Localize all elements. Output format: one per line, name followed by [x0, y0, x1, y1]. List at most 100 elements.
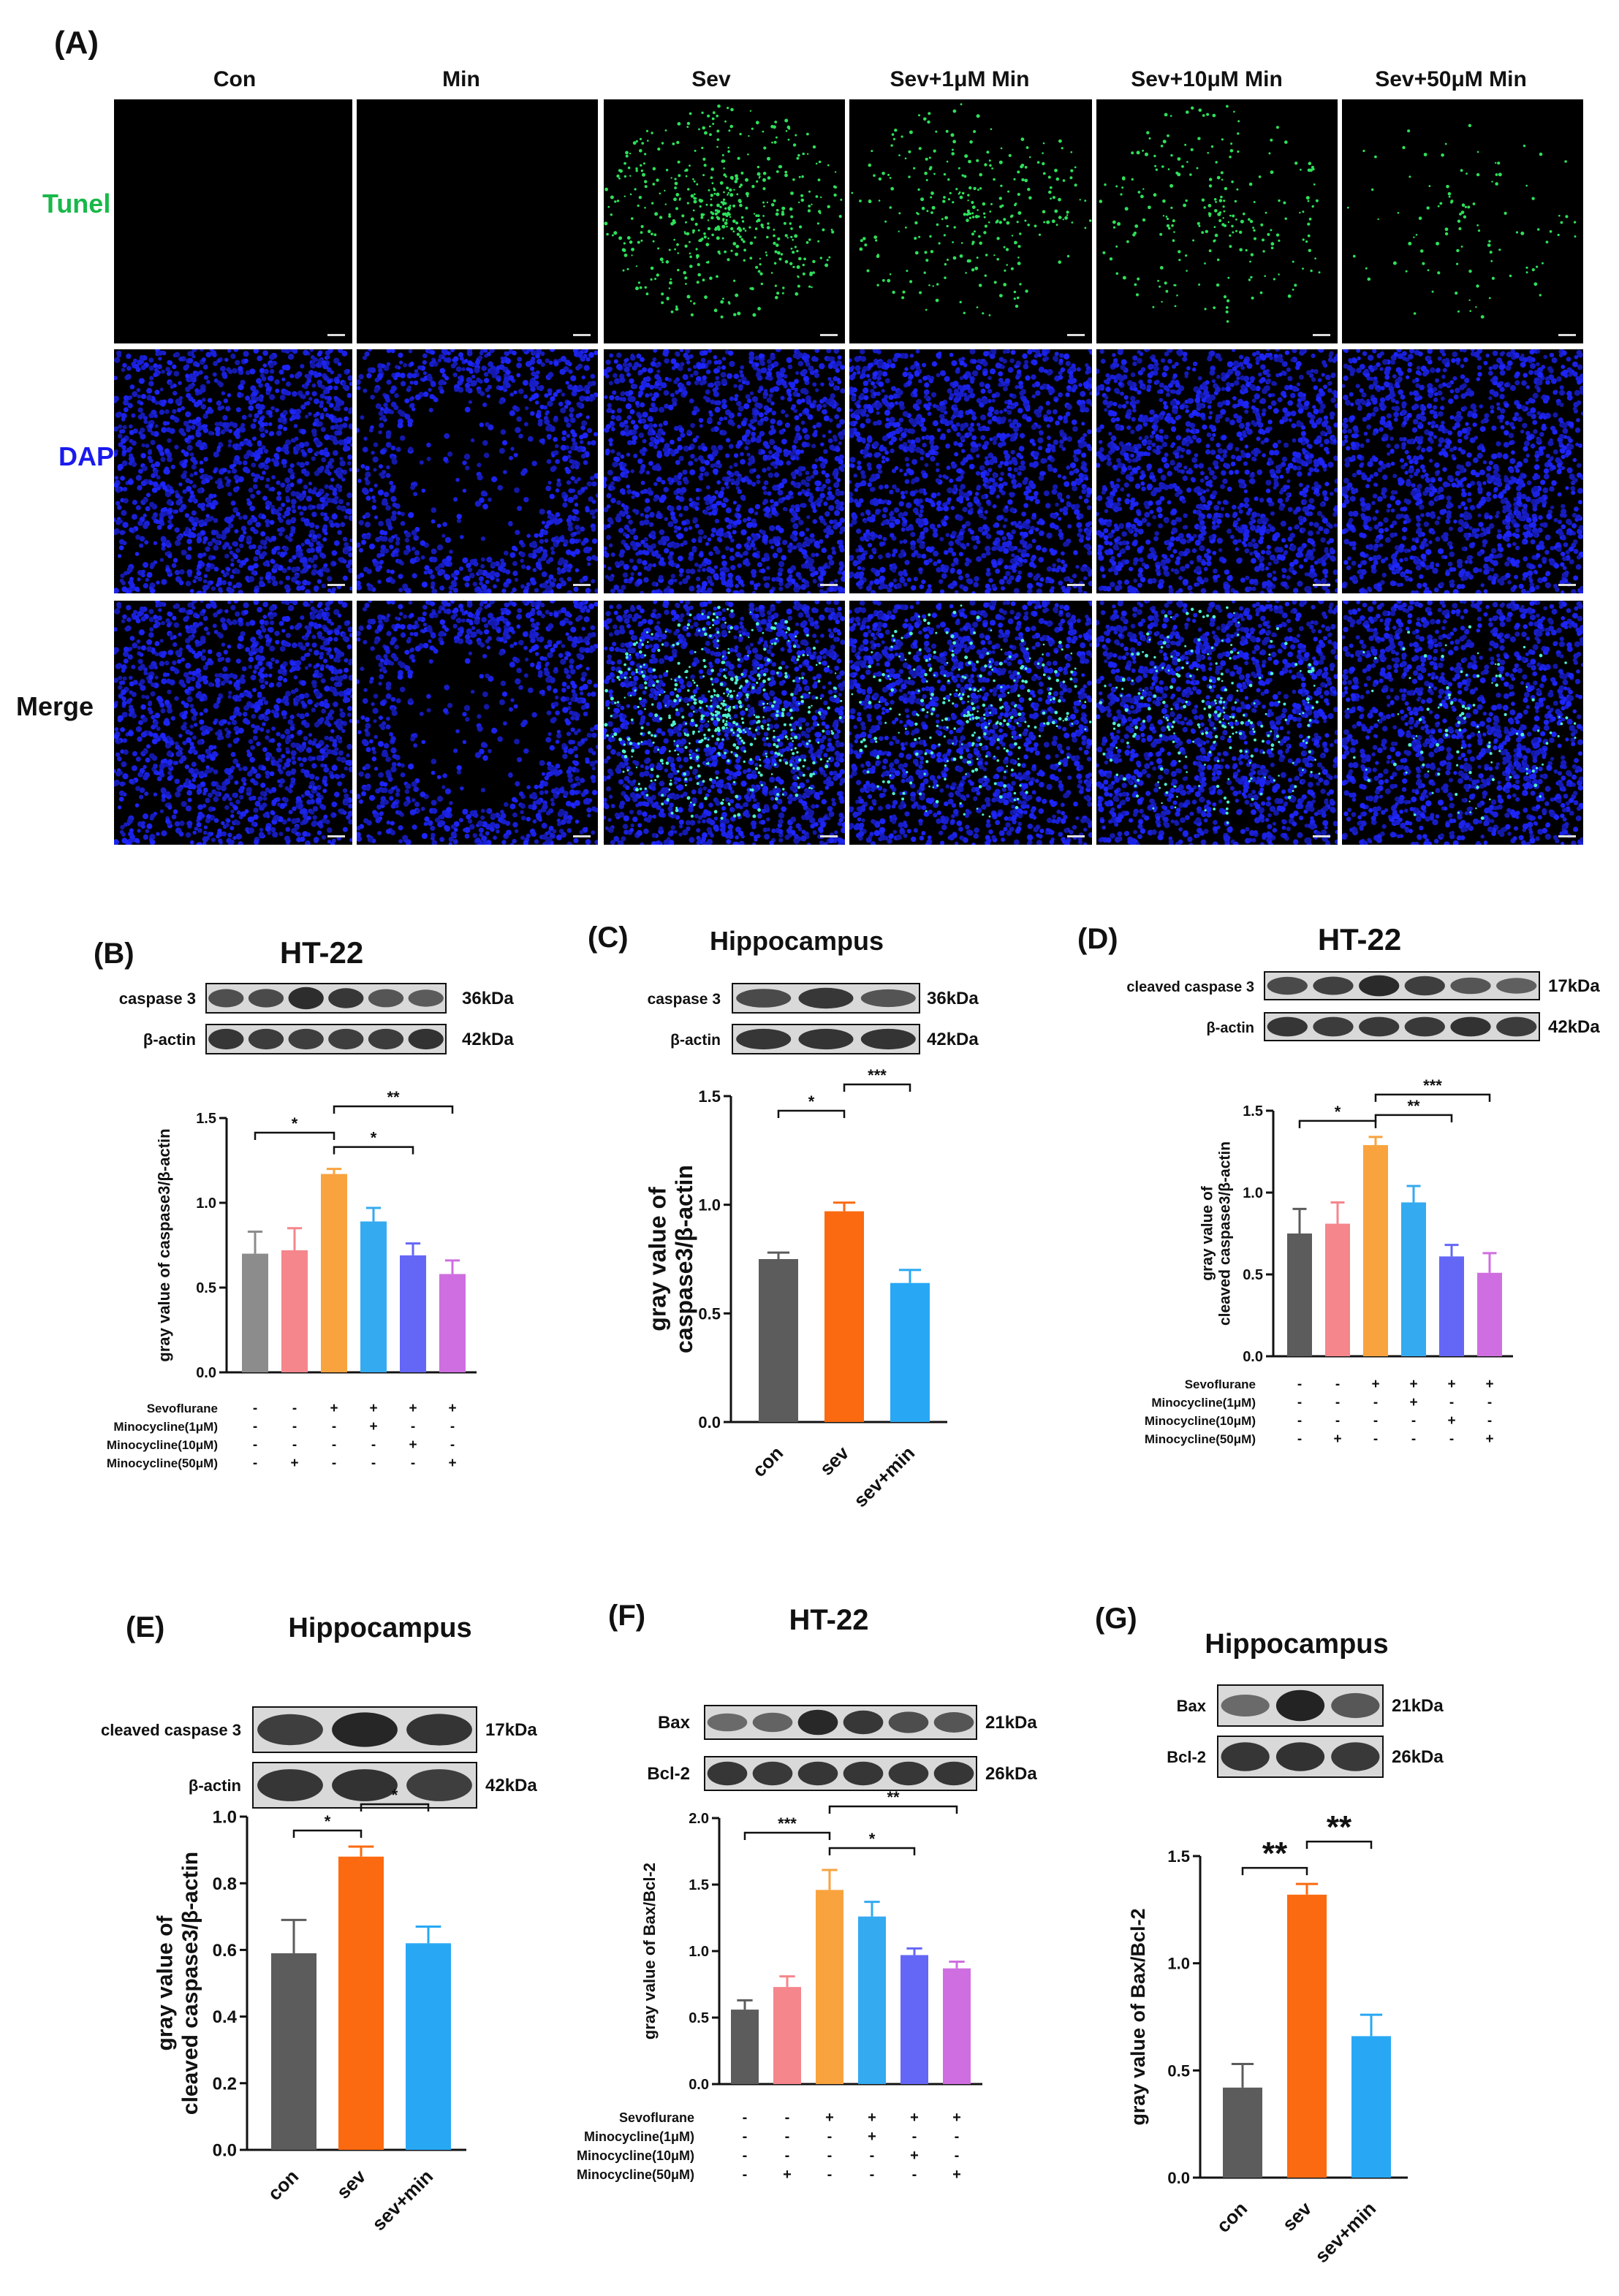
- chart-panel-f: (F) HT-22 Bax 21kDa Bcl-2 26kDa 0.0 0.5 1.0 1.5 2.…: [577, 1600, 1037, 2183]
- treatment-mark: -: [1373, 1395, 1378, 1410]
- treatment-mark: -: [450, 1437, 455, 1453]
- blot-kda: 36kDa: [462, 989, 514, 1008]
- significance-label: ***: [868, 1066, 887, 1084]
- column-label-sev-1um-min: Sev+1μM Min: [890, 67, 1030, 91]
- y-tick-label: 0.5: [698, 1304, 721, 1323]
- treatment-label: Minocycline(50μM): [1145, 1432, 1256, 1446]
- significance-bracket: [333, 1146, 414, 1155]
- blot-band: [1221, 1742, 1270, 1771]
- panel-c-letter: (C): [588, 921, 629, 954]
- blot-band: [1404, 1016, 1445, 1037]
- micrograph-merge-sev-50um-min: [1342, 601, 1583, 845]
- blot-band: [1496, 978, 1537, 994]
- blot-label: caspase 3: [648, 991, 721, 1008]
- treatment-mark: -: [827, 2129, 833, 2145]
- y-tick-label: 0.6: [213, 1941, 237, 1961]
- micrograph-tunel-sev-10um-min: [1096, 99, 1338, 343]
- y-tick-label: 0.8: [213, 1874, 237, 1894]
- blot-band: [1404, 976, 1445, 996]
- y-tick-label: 1.0: [698, 1196, 721, 1214]
- micrograph-tunel-sev: [604, 99, 845, 343]
- micrograph-dapi-sev-1um-min: [849, 349, 1092, 593]
- micrograph-tunel-sev-50um-min: [1342, 99, 1583, 343]
- blot-band: [1359, 975, 1400, 997]
- micrograph-dapi-sev-10um-min: [1096, 349, 1338, 593]
- blot-label: Bcl-2: [1167, 1748, 1206, 1766]
- bar: [1287, 1894, 1327, 2178]
- treatment-mark: -: [743, 2148, 748, 2164]
- treatment-mark: -: [912, 2167, 917, 2183]
- treatment-mark: +: [448, 1401, 456, 1416]
- blot-band: [797, 1761, 838, 1786]
- blot-kda: 17kDa: [1548, 976, 1600, 996]
- panel-d-title: HT-22: [1318, 922, 1401, 957]
- treatment-mark: +: [952, 2110, 961, 2126]
- significance-label: ***: [778, 1814, 797, 1833]
- blot-band: [1267, 976, 1308, 995]
- treatment-mark: -: [1297, 1413, 1302, 1429]
- significance-label: ***: [1423, 1076, 1442, 1095]
- micrograph-dapi-min: [357, 349, 598, 593]
- significance-bracket: [1298, 1120, 1377, 1128]
- y-tick-label: 0.0: [689, 2077, 709, 2093]
- chart-panel-b: (B) HT-22 caspase 3 36kDa β-actin 42kDa 0.0 0.5…: [94, 935, 514, 1471]
- treatment-label: Minocycline(10μM): [577, 2148, 694, 2163]
- blot-label: cleaved caspase 3: [101, 1721, 241, 1739]
- treatment-mark: -: [743, 2129, 748, 2145]
- treatment-mark: -: [827, 2167, 833, 2183]
- significance-bracket: [333, 1105, 454, 1114]
- treatment-mark: +: [952, 2167, 961, 2183]
- significance-label: *: [808, 1092, 815, 1111]
- treatment-label: Sevoflurane: [1185, 1377, 1256, 1391]
- bar: [338, 1856, 384, 2150]
- column-label-min: Min: [442, 67, 480, 91]
- blot-band: [1331, 1692, 1380, 1719]
- y-axis-label: gray value ofcaspase3/β-actin: [644, 1165, 697, 1353]
- scale-bar: [1067, 835, 1085, 837]
- significance-bracket: [777, 1109, 846, 1118]
- micrograph-merge-sev-1um-min: [849, 601, 1092, 845]
- bar: [1351, 2036, 1391, 2178]
- treatment-label: Minocycline(1μM): [1151, 1396, 1256, 1410]
- treatment-mark: +: [1333, 1432, 1341, 1447]
- blot-band: [328, 988, 364, 1008]
- western-blot-strip: [704, 1756, 977, 1791]
- panel-g-letter: (G): [1095, 1603, 1137, 1635]
- panel-b-letter: (B): [94, 938, 134, 970]
- blot-band: [248, 989, 284, 1008]
- micrograph-merge-sev: [604, 601, 845, 845]
- blot-band: [208, 1028, 244, 1050]
- significance-label: *: [325, 1812, 331, 1831]
- blot-band: [1313, 976, 1354, 995]
- blot-band: [860, 1028, 916, 1050]
- treatment-mark: +: [783, 2167, 792, 2183]
- significance-label: *: [1335, 1103, 1341, 1121]
- micrograph-dapi-con: [114, 349, 352, 593]
- y-tick-label: 1.0: [689, 1944, 709, 1960]
- treatment-mark: +: [369, 1419, 377, 1434]
- western-blot-strip: [205, 983, 447, 1014]
- treatment-mark: -: [912, 2129, 917, 2145]
- treatment-mark: -: [827, 2148, 833, 2164]
- treatment-mark: -: [292, 1419, 297, 1434]
- column-label-con: Con: [213, 67, 257, 91]
- y-tick-label: 0.4: [213, 2007, 238, 2027]
- panel-c-title: Hippocampus: [710, 926, 884, 956]
- treatment-mark: -: [253, 1437, 257, 1453]
- blot-band: [707, 1761, 748, 1786]
- blot-band: [843, 1710, 884, 1735]
- panel-e-letter: (E): [126, 1611, 164, 1643]
- significance-label: **: [387, 1088, 400, 1106]
- blot-band: [1450, 977, 1491, 995]
- y-tick-label: 0.0: [1243, 1349, 1263, 1365]
- bar: [901, 1955, 928, 2084]
- treatment-mark: -: [870, 2167, 875, 2183]
- bar: [1325, 1223, 1350, 1356]
- micrograph-dapi-sev-50um-min: [1342, 349, 1583, 593]
- treatment-mark: -: [332, 1437, 336, 1453]
- blot-label: cleaved caspase 3: [1126, 979, 1254, 995]
- chart-panel-e: (E) Hippocampus cleaved caspase 3 17kDa β-ac…: [101, 1611, 537, 2235]
- treatment-mark: +: [409, 1401, 417, 1416]
- bar: [943, 1968, 971, 2084]
